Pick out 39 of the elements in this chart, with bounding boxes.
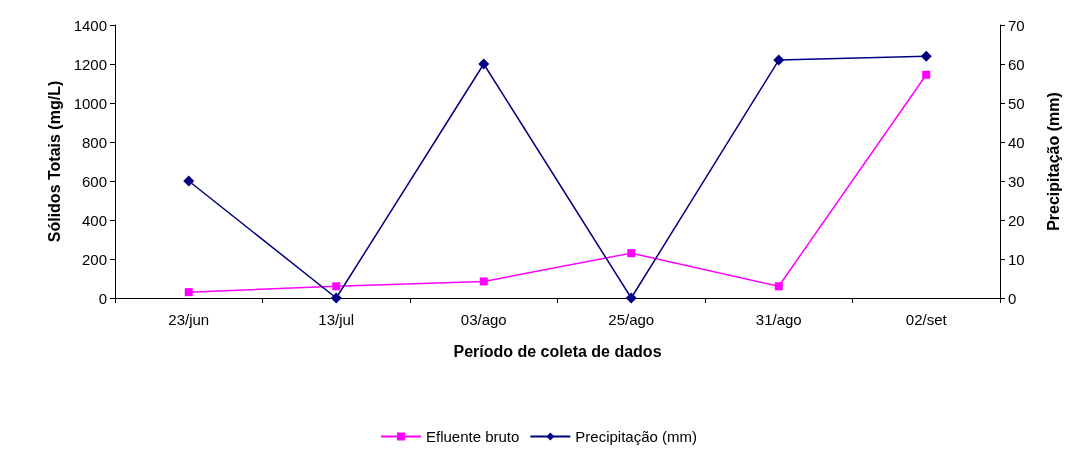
- x-tick-label: 23/jun: [168, 311, 210, 328]
- y2-tick-label: 70: [1008, 16, 1025, 34]
- y2-tick-label: 20: [1008, 211, 1025, 229]
- x-tick-label: 25/ago: [608, 311, 655, 328]
- y2-axis-title: Precipitação (mm): [1044, 92, 1062, 231]
- point: [330, 292, 342, 304]
- y2-tick-label: 10: [1008, 250, 1025, 268]
- y-tick-label: 1000: [73, 94, 107, 112]
- y2-tick-label: 0: [1008, 289, 1017, 307]
- y-axis-title: Sólidos Totais (mg/L): [46, 80, 64, 243]
- y-tick-label: 800: [81, 133, 107, 151]
- y2-tick-label: 40: [1008, 133, 1025, 151]
- x-tick-label: 03/ago: [460, 311, 507, 328]
- y-tick-label: 1200: [73, 55, 107, 73]
- point: [920, 50, 932, 62]
- point: [183, 175, 195, 187]
- legend-label: Efluente bruto: [425, 428, 520, 445]
- point: [479, 277, 488, 286]
- point: [625, 292, 637, 304]
- point: [922, 70, 931, 79]
- point: [332, 282, 341, 291]
- y-tick-label: 400: [81, 211, 107, 229]
- x-tick-label: 31/ago: [755, 311, 802, 328]
- y2-tick-label: 50: [1008, 94, 1025, 112]
- x-tick-label: 13/jul: [318, 311, 355, 328]
- point: [184, 288, 193, 297]
- point: [478, 58, 490, 70]
- point: [774, 282, 783, 291]
- x-tick-label: 02/set: [905, 311, 948, 328]
- y-tick-label: 600: [81, 172, 107, 190]
- point: [627, 249, 636, 258]
- point: [773, 54, 785, 66]
- y2-tick-label: 60: [1008, 55, 1025, 73]
- y-tick-label: 0: [98, 289, 107, 307]
- y-tick-label: 1400: [73, 16, 107, 34]
- y-tick-label: 200: [81, 250, 107, 268]
- x-axis-title: Período de coleta de dados: [453, 342, 662, 360]
- legend-label: Precipitação (mm): [575, 428, 698, 445]
- y2-tick-label: 30: [1008, 172, 1025, 190]
